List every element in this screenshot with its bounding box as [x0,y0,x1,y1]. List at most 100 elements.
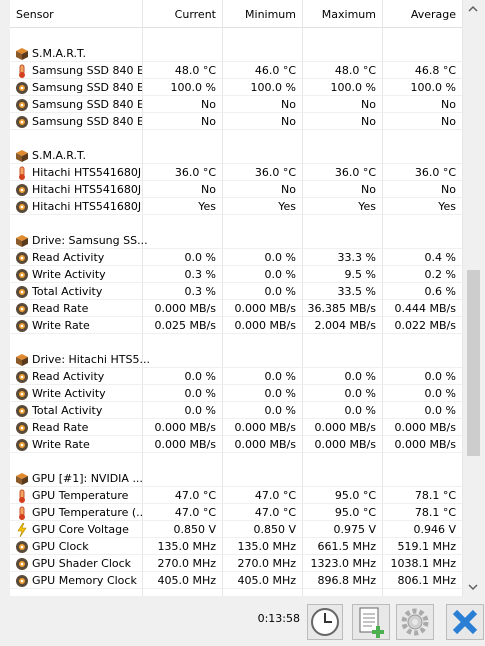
sensor-row[interactable]: GPU Memory Clock 405.0 MHz 405.0 MHz 896.8 … [10,572,462,589]
sensor-label: Samsung SSD 840 E... [32,98,142,111]
column-title[interactable]: Maximum [321,8,376,21]
sensor-value: 0.000 MB/s [234,319,296,332]
sensor-row[interactable]: Hitachi HTS541680J... 36.0 °C 36.0 °C 36.0 … [10,164,462,181]
sensor-value: 0.3 % [184,285,216,298]
group-title: S.M.A.R.T. [32,47,86,60]
sensor-row[interactable]: Samsung SSD 840 E... 100.0 % 100.0 % 100.0 … [10,79,462,96]
sensor-row[interactable]: Samsung SSD 840 E... No No No No [10,96,462,113]
sensor-label: Write Activity [32,268,106,281]
sensor-value: 0.0 % [424,404,456,417]
sensor-row[interactable]: Read Rate 0.000 MB/s 0.000 MB/s 36.385 MB/s… [10,300,462,317]
sensor-value: 0.3 % [184,268,216,281]
sensor-value: 0.000 MB/s [234,438,296,451]
sensor-value: 2.004 MB/s [314,319,376,332]
sensor-list: S.M.A.R.T. Samsung SSD 840 E... 48.0 °C 46.… [10,0,462,596]
column-title[interactable]: Sensor [16,8,54,21]
sensor-value: 135.0 MHz [237,540,296,553]
sensor-row[interactable]: GPU Shader Clock 270.0 MHz 270.0 MHz 1323.0… [10,555,462,572]
sensor-row[interactable]: Write Activity 0.3 % 0.0 % 9.5 % 0.2 % [10,266,462,283]
sensor-value: 36.385 MB/s [307,302,376,315]
sensor-row[interactable]: Read Rate 0.000 MB/s 0.000 MB/s 0.000 MB/s 0… [10,419,462,436]
clock-button[interactable] [307,604,343,640]
sensor-row[interactable]: GPU Clock 135.0 MHz 135.0 MHz 661.5 MHz 519.… [10,538,462,555]
close-button[interactable] [446,604,484,640]
sensor-row[interactable]: Samsung SSD 840 E... No No No No [10,113,462,130]
column-title[interactable]: Minimum [245,8,296,21]
sensor-row[interactable]: Write Activity 0.0 % 0.0 % 0.0 % 0.0 % [10,385,462,402]
sensor-value: 0.000 MB/s [154,438,216,451]
sensor-label: GPU Temperature (... [32,506,142,519]
sensor-value: 0.444 MB/s [394,302,456,315]
sensor-value: 0.6 % [424,285,456,298]
sensor-row[interactable]: GPU Core Voltage 0.850 V 0.850 V 0.975 V 0.9… [10,521,462,538]
report-button[interactable] [352,604,390,640]
header-divider [222,0,223,28]
settings-button[interactable] [396,604,434,640]
sensor-label: Total Activity [32,285,103,298]
sensor-value: 36.0 °C [414,166,456,179]
sensor-value: Yes [198,200,216,213]
sensor-value: 405.0 MHz [157,574,216,587]
sensor-value: Yes [278,200,296,213]
sensor-value: 0.000 MB/s [154,421,216,434]
sensor-label: Write Rate [32,438,90,451]
sensor-row[interactable]: Read Activity 0.0 % 0.0 % 0.0 % 0.0 % [10,368,462,385]
sensor-value: 0.0 % [264,268,296,281]
sensor-value: 0.0 % [424,370,456,383]
sensor-value: 896.8 MHz [317,574,376,587]
sensor-row[interactable]: GPU Temperature (... 47.0 °C 47.0 °C 95.0 °… [10,504,462,521]
sensor-row[interactable]: Hitachi HTS541680J... No No No No [10,181,462,198]
scrollbar[interactable] [462,0,482,596]
group-header: S.M.A.R.T. [10,45,462,62]
sensor-row[interactable]: Write Rate 0.000 MB/s 0.000 MB/s 0.000 MB/s… [10,436,462,453]
sensor-value: No [281,98,296,111]
sensor-row[interactable]: GPU Temperature 47.0 °C 47.0 °C 95.0 °C 78.1… [10,487,462,504]
sensor-value: 0.025 MB/s [154,319,216,332]
sensor-row[interactable]: Read Activity 0.0 % 0.0 % 33.3 % 0.4 % [10,249,462,266]
sensor-value: 78.1 °C [414,506,456,519]
sensor-value: 0.000 MB/s [234,302,296,315]
sensor-value: 0.0 % [184,370,216,383]
sensor-label: Hitachi HTS541680J... [32,166,142,179]
sensor-value: 0.0 % [184,251,216,264]
sensor-row[interactable]: Total Activity 0.0 % 0.0 % 0.0 % 0.0 % [10,402,462,419]
group-header: Drive: Samsung SS... [10,232,462,249]
sensor-value: 270.0 MHz [157,557,216,570]
sensor-value: 95.0 °C [334,506,376,519]
sensor-value: 0.000 MB/s [394,421,456,434]
sensor-icon [16,201,28,213]
sensor-row[interactable]: Write Rate 0.025 MB/s 0.000 MB/s 2.004 MB/s… [10,317,462,334]
sensor-value: 0.4 % [424,251,456,264]
sensor-value: 0.0 % [344,404,376,417]
sensor-row[interactable]: Total Activity 0.3 % 0.0 % 33.5 % 0.6 % [10,283,462,300]
sensor-value: 135.0 MHz [157,540,216,553]
sensor-label: GPU Temperature [32,489,129,502]
sensor-label: Samsung SSD 840 E... [32,64,142,77]
column-title[interactable]: Current [174,8,216,21]
sensor-row[interactable]: Hitachi HTS541680J... Yes Yes Yes Yes [10,198,462,215]
sensor-label: GPU Memory Clock [32,574,137,587]
sensor-value: 270.0 MHz [237,557,296,570]
sensor-value: 1038.1 MHz [390,557,456,570]
column-divider [302,0,303,596]
sensor-icon [17,523,27,537]
sensor-value: 1323.0 MHz [310,557,376,570]
sensor-label: GPU Shader Clock [32,557,132,570]
sensor-value: 661.5 MHz [317,540,376,553]
sensor-icon [16,269,28,281]
sensor-icon [19,64,25,78]
sensor-value: 519.1 MHz [397,540,456,553]
scroll-thumb[interactable] [467,270,480,456]
sensor-icon [16,575,28,587]
column-title[interactable]: Average [410,8,456,21]
sensor-value: 0.0 % [184,404,216,417]
sensor-icon [16,150,28,162]
sensor-value: 0.022 MB/s [394,319,456,332]
sensor-row[interactable]: Samsung SSD 840 E... 48.0 °C 46.0 °C 48.0 °… [10,62,462,79]
sensor-label: Write Rate [32,319,90,332]
sensor-value: 47.0 °C [174,489,216,502]
sensor-value: Yes [438,200,456,213]
group-title: S.M.A.R.T. [32,149,86,162]
sensor-value: 100.0 % [330,81,376,94]
group-header: Drive: Hitachi HTS5... [10,351,462,368]
